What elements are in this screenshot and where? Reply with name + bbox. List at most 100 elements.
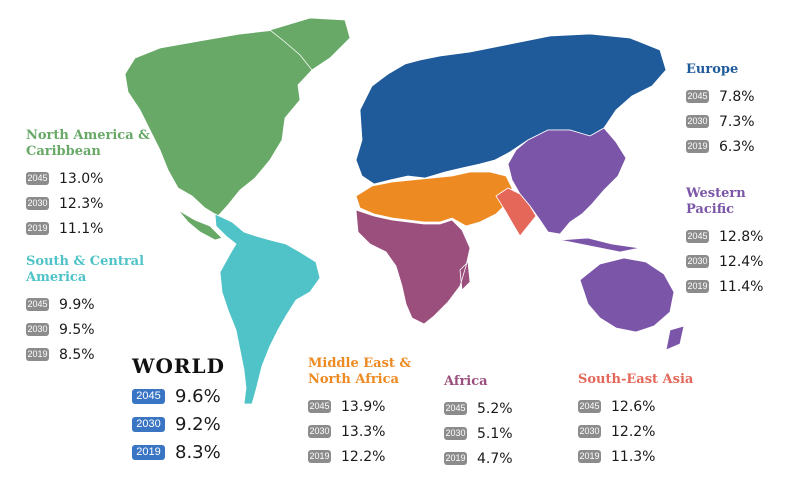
region-title-line: South & Central [26, 254, 145, 269]
western-pacific-oceania-shape [559, 237, 685, 351]
stat-row: 2030 5.1% [444, 421, 513, 446]
region-title-line: Middle East & [308, 356, 412, 371]
region-title: Western Pacific [686, 186, 763, 218]
year-badge: 2045 [26, 298, 49, 311]
stat-row: 2030 7.3% [686, 109, 755, 134]
year-badge: 2030 [132, 416, 165, 432]
region-europe: Europe 2045 7.8% 2030 7.3% 2019 6.3% [686, 62, 755, 159]
stat-value: 9.9% [59, 296, 95, 313]
year-badge: 2045 [308, 400, 331, 413]
region-western-pacific: Western Pacific 2045 12.8% 2030 12.4% 2019… [686, 186, 763, 299]
stat-value: 5.2% [477, 400, 513, 417]
region-title-line: Pacific [686, 202, 735, 217]
stat-value: 12.3% [59, 195, 104, 212]
year-badge: 2045 [686, 90, 709, 103]
region-world: WORLD 2045 9.6% 2030 9.2% 2019 8.3% [132, 354, 225, 466]
stat-row: 2019 8.3% [132, 438, 225, 466]
south-east-asia-shape [495, 187, 537, 237]
stat-value: 8.3% [175, 441, 221, 463]
stat-row: 2019 8.5% [26, 342, 144, 367]
year-badge: 2019 [686, 280, 709, 293]
stat-row: 2030 12.4% [686, 249, 763, 274]
year-badge: 2019 [132, 444, 165, 460]
stat-value: 12.8% [719, 228, 764, 245]
stat-value: 13.0% [59, 170, 104, 187]
stat-value: 12.6% [611, 398, 656, 415]
year-badge: 2030 [686, 255, 709, 268]
stat-value: 13.3% [341, 423, 386, 440]
region-title: South & Central America [26, 254, 144, 286]
region-south-america: South & Central America 2045 9.9% 2030 9.5… [26, 254, 144, 367]
year-badge: 2019 [578, 450, 601, 463]
stat-row: 2045 12.6% [578, 394, 693, 419]
region-title-line: Western [686, 186, 746, 201]
stat-value: 9.2% [175, 413, 221, 435]
stat-row: 2045 5.2% [444, 396, 513, 421]
region-title: North America & Caribbean [26, 128, 150, 160]
year-badge: 2030 [686, 115, 709, 128]
year-badge: 2030 [444, 427, 467, 440]
region-title-line: Caribbean [26, 144, 101, 159]
stat-row: 2030 9.2% [132, 410, 225, 438]
year-badge: 2019 [26, 348, 49, 361]
stat-value: 7.8% [719, 88, 755, 105]
region-title: WORLD [132, 354, 225, 378]
region-title: Africa [444, 374, 488, 389]
stat-row: 2019 11.3% [578, 444, 693, 469]
region-title-line: North America & [26, 128, 150, 143]
south-central-america-shape [214, 213, 321, 405]
region-title: Europe [686, 62, 739, 77]
stat-value: 9.5% [59, 321, 95, 338]
year-badge: 2045 [578, 400, 601, 413]
year-badge: 2045 [444, 402, 467, 415]
year-badge: 2030 [308, 425, 331, 438]
north-america-shape [124, 29, 319, 241]
stat-row: 2019 12.2% [308, 444, 411, 469]
stat-value: 13.9% [341, 398, 386, 415]
region-south-east-asia: South-East Asia 2045 12.6% 2030 12.2% 2019… [578, 372, 693, 469]
stat-row: 2045 7.8% [686, 84, 755, 109]
stat-value: 5.1% [477, 425, 513, 442]
region-mena: Middle East & North Africa 2045 13.9% 203… [308, 356, 411, 469]
stat-row: 2045 13.9% [308, 394, 411, 419]
stat-row: 2030 12.2% [578, 419, 693, 444]
year-badge: 2030 [578, 425, 601, 438]
year-badge: 2045 [26, 172, 49, 185]
stat-value: 11.3% [611, 448, 656, 465]
stat-row: 2045 13.0% [26, 166, 150, 191]
stat-row: 2030 13.3% [308, 419, 411, 444]
region-title: Middle East & North Africa [308, 356, 411, 388]
stat-value: 9.6% [175, 385, 221, 407]
africa-shape [355, 209, 471, 325]
stat-row: 2019 4.7% [444, 446, 513, 471]
stat-value: 4.7% [477, 450, 513, 467]
year-badge: 2019 [308, 450, 331, 463]
stat-row: 2045 9.6% [132, 382, 225, 410]
stat-row: 2030 9.5% [26, 317, 144, 342]
year-badge: 2045 [132, 388, 165, 404]
year-badge: 2030 [26, 197, 49, 210]
year-badge: 2019 [26, 222, 49, 235]
year-badge: 2019 [686, 140, 709, 153]
stat-row: 2019 6.3% [686, 134, 755, 159]
year-badge: 2045 [686, 230, 709, 243]
stat-value: 12.2% [611, 423, 656, 440]
stat-value: 11.1% [59, 220, 104, 237]
stat-row: 2019 11.1% [26, 216, 150, 241]
stat-row: 2045 9.9% [26, 292, 144, 317]
stat-value: 8.5% [59, 346, 95, 363]
stat-value: 11.4% [719, 278, 764, 295]
region-title-line: America [26, 270, 87, 285]
stat-row: 2019 11.4% [686, 274, 763, 299]
region-africa: Africa 2045 5.2% 2030 5.1% 2019 4.7% [444, 374, 513, 471]
western-pacific-asia-shape [507, 127, 627, 235]
stat-row: 2045 12.8% [686, 224, 763, 249]
stat-value: 12.4% [719, 253, 764, 270]
year-badge: 2030 [26, 323, 49, 336]
region-title-line: North Africa [308, 372, 399, 387]
mena-shape [355, 171, 513, 227]
region-title: South-East Asia [578, 372, 694, 387]
stat-value: 6.3% [719, 138, 755, 155]
stat-value: 7.3% [719, 113, 755, 130]
